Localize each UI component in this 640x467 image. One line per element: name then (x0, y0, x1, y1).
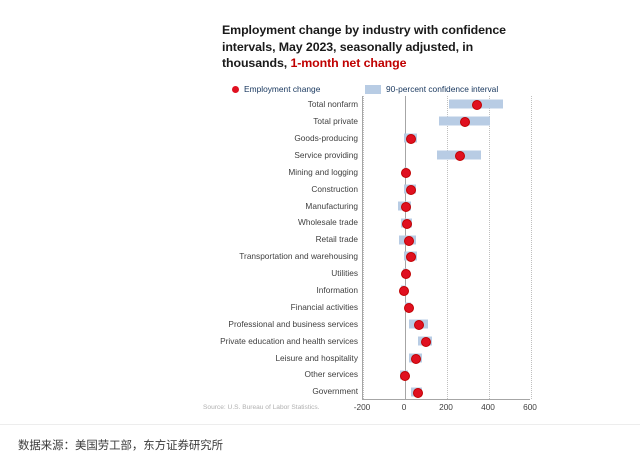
gridline-600 (531, 96, 533, 399)
caption-text: 数据来源：美国劳工部，东方证券研究所 (18, 440, 224, 452)
category-label: Professional and business services (228, 318, 358, 329)
chart-row (363, 282, 530, 299)
chart-row (363, 349, 530, 366)
chart-row (363, 332, 530, 349)
data-point-marker (403, 235, 414, 246)
category-label: Private education and health services (220, 335, 358, 346)
data-point-marker (400, 269, 411, 280)
data-point-marker (406, 184, 417, 195)
chart-row (363, 265, 530, 282)
gridline-200 (447, 96, 449, 399)
legend-label-confidence-interval: 90-percent confidence interval (386, 84, 499, 94)
data-point-marker (402, 218, 413, 229)
legend-item-employment-change: Employment change (232, 82, 320, 96)
gridline-400 (489, 96, 491, 399)
chart-row (363, 147, 530, 164)
x-tick-label: 0 (401, 402, 407, 412)
data-point-marker (411, 353, 422, 364)
title-line-3: thousands, (222, 56, 291, 71)
category-label: Goods-producing (294, 133, 358, 144)
chart-legend: Employment change 90-percent confidence … (232, 82, 522, 96)
data-point-marker (406, 252, 417, 263)
data-point-marker (400, 201, 411, 212)
category-label: Mining and logging (288, 166, 358, 177)
chart-row (363, 130, 530, 147)
data-point-marker (406, 134, 417, 145)
data-point-marker (454, 151, 465, 162)
chart-row (363, 299, 530, 316)
category-label: Utilities (331, 268, 358, 279)
chart-slide: Employment change by industry with confi… (146, 22, 537, 444)
chart-title: Employment change by industry with confi… (222, 22, 518, 72)
category-label: Other services (304, 369, 358, 380)
chart-row (363, 383, 530, 400)
category-label: Total private (313, 116, 358, 127)
chart-row (363, 316, 530, 333)
red-dot-icon (232, 85, 239, 93)
blue-box-icon (365, 84, 381, 94)
y-axis-category-labels: Total nonfarm Total private Goods-producin… (146, 96, 358, 400)
title-highlight: 1-month net change (290, 56, 407, 71)
chart-row (363, 180, 530, 197)
data-point-marker (399, 370, 410, 381)
chart-row (363, 113, 530, 130)
legend-label-employment-change: Employment change (244, 84, 321, 94)
gridline-0 (405, 96, 407, 399)
category-label: Wholesale trade (298, 217, 358, 228)
category-label: Transportation and warehousing (239, 251, 358, 262)
plot-area (362, 96, 533, 400)
source-note: Source: U.S. Bureau of Labor Statistics. (203, 404, 320, 411)
category-label: Manufacturing (305, 200, 358, 211)
title-line-1: Employment change by industry with confi… (222, 23, 506, 37)
chart-row (363, 197, 530, 214)
category-label: Government (312, 386, 358, 397)
x-tick-label: -200 (353, 402, 371, 412)
data-point-marker (399, 286, 410, 297)
data-point-marker (472, 100, 483, 111)
category-label: Total nonfarm (307, 99, 358, 110)
data-point-marker (460, 117, 471, 128)
data-point-marker (414, 319, 425, 330)
x-axis-ticks: -200 0 200 400 600 (354, 402, 537, 414)
category-label: Information (316, 285, 358, 296)
x-tick-label: 600 (523, 402, 537, 412)
data-point-marker (401, 167, 411, 178)
caption-bar: 数据来源：美国劳工部，东方证券研究所 (0, 424, 640, 467)
gridline--200 (363, 96, 365, 399)
category-label: Financial activities (290, 301, 358, 312)
chart-row (363, 214, 530, 231)
x-tick-label: 200 (439, 402, 453, 412)
category-label: Leisure and hospitality (275, 352, 358, 363)
chart-row (363, 96, 530, 113)
data-point-marker (403, 303, 414, 314)
chart-row (363, 164, 530, 181)
data-point-marker (421, 336, 432, 347)
category-label: Service providing (294, 149, 358, 160)
title-line-2: intervals, May 2023, seasonally adjusted… (222, 39, 474, 54)
chart-row (363, 248, 530, 265)
legend-item-confidence-interval: 90-percent confidence interval (365, 82, 498, 96)
category-label: Retail trade (315, 234, 358, 245)
chart-row (363, 366, 530, 383)
data-point-marker (412, 387, 423, 398)
x-tick-label: 400 (481, 402, 495, 412)
category-label: Construction (311, 183, 358, 194)
chart-row (363, 231, 530, 248)
